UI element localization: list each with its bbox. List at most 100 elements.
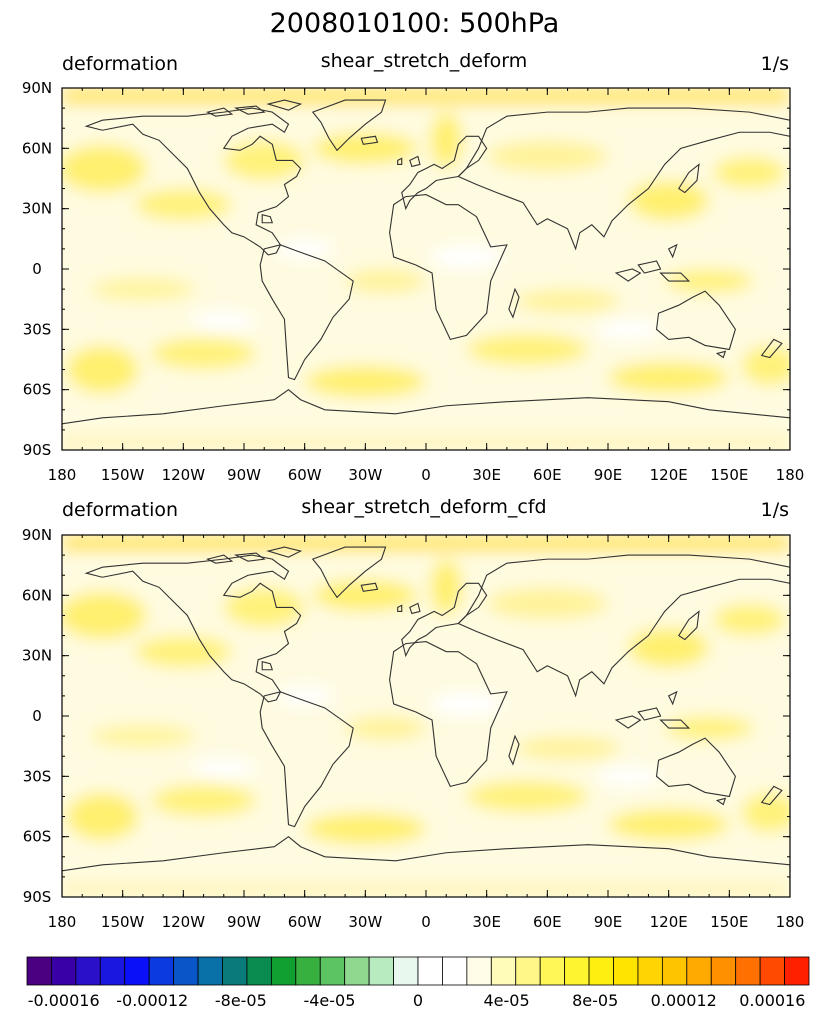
deformation-field bbox=[42, 68, 810, 470]
lon-tick-label: 30E bbox=[472, 466, 501, 484]
latitude-tick-labels: 90N 60N 30N 0 30S 60S 90S bbox=[22, 526, 52, 906]
colorbar-box bbox=[661, 956, 688, 986]
lon-tick-label: 150W bbox=[101, 913, 145, 931]
colorbar-label: 0 bbox=[413, 991, 423, 1010]
colorbar-box bbox=[637, 956, 663, 986]
panel-left-label: deformation bbox=[62, 499, 178, 521]
colorbar-label: 0.00012 bbox=[651, 991, 717, 1010]
lon-tick-label: 0 bbox=[421, 466, 431, 484]
map-panel-1: deformation shear_stretch_deform 1/s 90N… bbox=[22, 50, 810, 484]
panel-left-label: deformation bbox=[62, 53, 178, 75]
lat-tick-label: 90N bbox=[22, 79, 52, 97]
lat-tick-label: 30N bbox=[22, 647, 52, 665]
lon-tick-label: 90W bbox=[227, 913, 261, 931]
lat-tick-label: 30N bbox=[22, 200, 52, 218]
colorbar-label: -8e-05 bbox=[215, 991, 267, 1010]
lon-tick-label: 60E bbox=[533, 466, 562, 484]
lat-tick-label: 60S bbox=[23, 381, 52, 399]
lon-tick-label: 120W bbox=[162, 913, 206, 931]
lon-tick-label: 30W bbox=[348, 466, 382, 484]
lat-tick-label: 90S bbox=[23, 888, 52, 906]
colorbar-box bbox=[319, 956, 346, 986]
colorbar-labels: -0.00016 -0.00012 -8e-05 -4e-05 0 4e-05 8e-05 0… bbox=[28, 991, 806, 1010]
lat-tick-label: 0 bbox=[32, 707, 42, 725]
lon-tick-label: 90E bbox=[594, 466, 623, 484]
lon-tick-label: 150W bbox=[101, 466, 145, 484]
colorbar-box bbox=[784, 956, 810, 986]
lon-tick-label: 180 bbox=[776, 913, 805, 931]
lon-tick-label: 90W bbox=[227, 466, 261, 484]
colorbar-box bbox=[417, 956, 443, 986]
lon-tick-label: 0 bbox=[421, 913, 431, 931]
latitude-tick-labels: 90N 60N 30N 0 30S 60S 90S bbox=[22, 79, 52, 459]
colorbar-box bbox=[75, 956, 101, 986]
colorbar-box bbox=[686, 956, 712, 986]
colorbar-box bbox=[588, 956, 614, 986]
colorbar-box bbox=[222, 956, 248, 986]
figure-title: 2008010100: 500hPa bbox=[270, 8, 560, 39]
lat-tick-label: 60S bbox=[23, 828, 52, 846]
panel-center-label: shear_stretch_deform_cfd bbox=[301, 496, 546, 518]
colorbar-label: -0.00016 bbox=[28, 991, 100, 1010]
panel-units-label: 1/s bbox=[761, 499, 789, 521]
lat-tick-label: 30S bbox=[23, 320, 52, 338]
lon-tick-label: 60W bbox=[288, 466, 322, 484]
colorbar-box bbox=[295, 956, 321, 986]
colorbar-box bbox=[564, 956, 590, 986]
axis-ticks bbox=[61, 534, 791, 898]
longitude-tick-labels: 180 150W 120W 90W 60W 30W 0 30E 60E 90E 120E 150E 18… bbox=[48, 466, 805, 484]
deformation-field bbox=[42, 515, 810, 917]
lon-tick-label: 60W bbox=[288, 913, 322, 931]
colorbar-box bbox=[368, 956, 394, 986]
colorbar-box bbox=[173, 956, 199, 986]
panel-center-label: shear_stretch_deform bbox=[321, 50, 528, 72]
lon-tick-label: 180 bbox=[776, 466, 805, 484]
colorbar-label: -4e-05 bbox=[303, 991, 355, 1010]
colorbar-box bbox=[613, 956, 639, 986]
colorbar-box bbox=[344, 956, 370, 986]
colorbar-box bbox=[466, 956, 492, 986]
lat-tick-label: 60N bbox=[22, 139, 52, 157]
colorbar-box bbox=[710, 956, 737, 986]
lat-tick-label: 0 bbox=[32, 260, 42, 278]
lon-tick-label: 60E bbox=[533, 913, 562, 931]
lon-tick-label: 30E bbox=[472, 913, 501, 931]
axis-ticks bbox=[61, 87, 791, 451]
lat-tick-label: 90S bbox=[23, 441, 52, 459]
lat-tick-label: 60N bbox=[22, 586, 52, 604]
colorbar-box bbox=[246, 956, 272, 986]
lon-tick-label: 120E bbox=[650, 913, 688, 931]
colorbar-box bbox=[393, 956, 419, 986]
colorbar-box bbox=[442, 956, 468, 986]
lon-tick-label: 120E bbox=[650, 466, 688, 484]
lat-tick-label: 30S bbox=[23, 767, 52, 785]
lon-tick-label: 150E bbox=[710, 466, 748, 484]
colorbar-label: -0.00012 bbox=[116, 991, 188, 1010]
colorbar-label: 0.00016 bbox=[739, 991, 805, 1010]
colorbar-label: 4e-05 bbox=[484, 991, 530, 1010]
lon-tick-label: 180 bbox=[48, 466, 77, 484]
colorbar-box bbox=[99, 956, 126, 986]
colorbar-box bbox=[148, 956, 175, 986]
colorbar-label: 8e-05 bbox=[572, 991, 618, 1010]
lon-tick-label: 90E bbox=[594, 913, 623, 931]
colorbar-box bbox=[539, 956, 566, 986]
colorbar-box bbox=[26, 956, 52, 986]
lon-tick-label: 150E bbox=[710, 913, 748, 931]
colorbar-boxes bbox=[26, 956, 810, 986]
lon-tick-label: 30W bbox=[348, 913, 382, 931]
colorbar-box bbox=[270, 956, 297, 986]
longitude-tick-labels: 180 150W 120W 90W 60W 30W 0 30E 60E 90E 120E 150E 18… bbox=[48, 913, 805, 931]
colorbar-box bbox=[735, 956, 761, 986]
lat-tick-label: 90N bbox=[22, 526, 52, 544]
panel-units-label: 1/s bbox=[761, 53, 789, 75]
map-panel-2: deformation shear_stretch_deform_cfd 1/s… bbox=[22, 496, 810, 931]
colorbar-box bbox=[124, 956, 150, 986]
lon-tick-label: 180 bbox=[48, 913, 77, 931]
colorbar-box bbox=[759, 956, 785, 986]
colorbar-box bbox=[515, 956, 541, 986]
colorbar-box bbox=[51, 956, 77, 986]
colorbar-box bbox=[197, 956, 223, 986]
lon-tick-label: 120W bbox=[162, 466, 206, 484]
